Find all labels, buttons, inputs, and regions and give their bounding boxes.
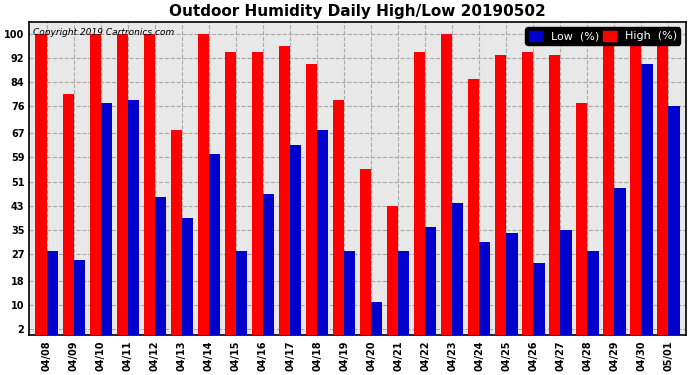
Bar <box>398 251 409 335</box>
Bar <box>225 52 236 335</box>
Bar <box>236 251 247 335</box>
Bar <box>170 130 182 335</box>
Bar <box>630 34 641 335</box>
Bar <box>128 100 139 335</box>
Bar <box>117 34 128 335</box>
Bar <box>290 146 302 335</box>
Bar <box>344 251 355 335</box>
Bar <box>252 52 263 335</box>
Bar <box>101 103 112 335</box>
Bar <box>533 263 544 335</box>
Bar <box>641 64 653 335</box>
Bar <box>560 230 571 335</box>
Bar <box>425 227 437 335</box>
Bar <box>306 64 317 335</box>
Text: Copyright 2019 Cartronics.com: Copyright 2019 Cartronics.com <box>32 28 174 37</box>
Bar <box>197 34 209 335</box>
Bar <box>90 34 101 335</box>
Bar <box>333 100 344 335</box>
Title: Outdoor Humidity Daily High/Low 20190502: Outdoor Humidity Daily High/Low 20190502 <box>169 4 546 19</box>
Bar <box>587 251 598 335</box>
Bar <box>576 103 587 335</box>
Bar <box>209 154 220 335</box>
Bar <box>317 130 328 335</box>
Bar <box>359 170 371 335</box>
Bar <box>669 106 680 335</box>
Bar <box>182 218 193 335</box>
Bar <box>522 52 533 335</box>
Bar <box>549 55 560 335</box>
Bar <box>63 94 74 335</box>
Bar <box>144 34 155 335</box>
Bar <box>657 34 669 335</box>
Bar <box>35 34 47 335</box>
Bar <box>603 34 614 335</box>
Bar <box>495 55 506 335</box>
Bar <box>614 188 626 335</box>
Bar <box>371 302 382 335</box>
Bar <box>47 251 58 335</box>
Bar <box>506 233 518 335</box>
Bar <box>386 206 398 335</box>
Legend: Low  (%), High  (%): Low (%), High (%) <box>526 27 680 45</box>
Bar <box>263 194 275 335</box>
Bar <box>468 79 479 335</box>
Bar <box>452 202 464 335</box>
Bar <box>441 34 452 335</box>
Bar <box>74 260 85 335</box>
Bar <box>414 52 425 335</box>
Bar <box>479 242 491 335</box>
Bar <box>155 196 166 335</box>
Bar <box>279 46 290 335</box>
